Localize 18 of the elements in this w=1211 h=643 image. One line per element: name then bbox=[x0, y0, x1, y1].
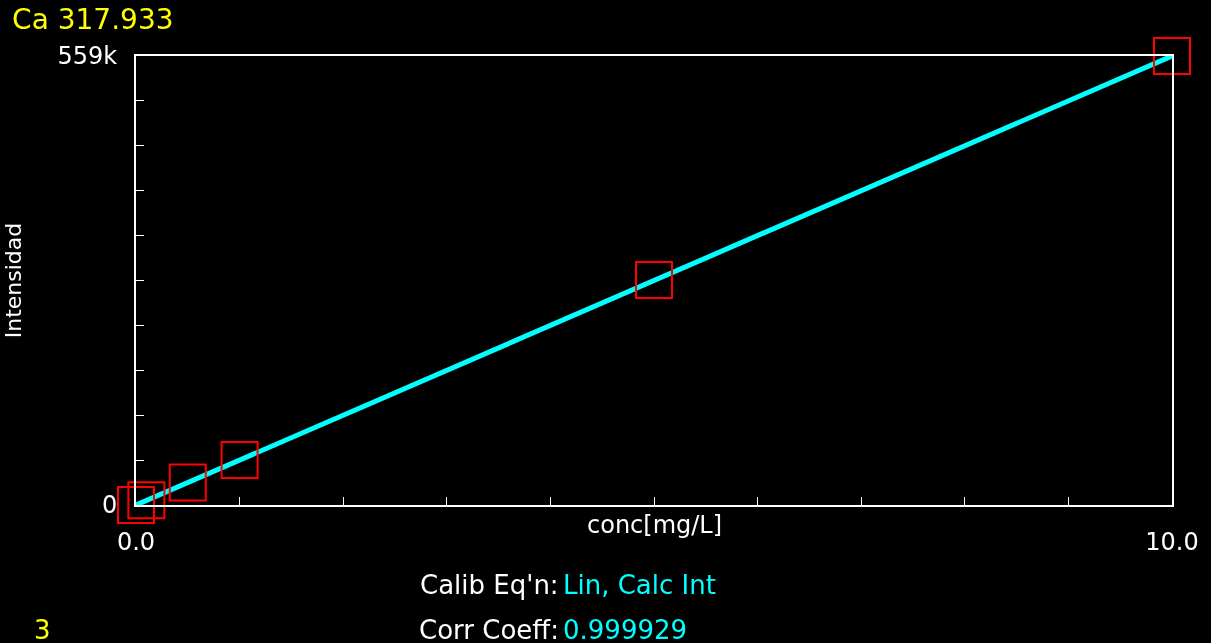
point bbox=[1153, 37, 1191, 75]
text: Lin, Calc Int bbox=[563, 570, 716, 600]
y-tick-label: 559k bbox=[57, 42, 118, 71]
text: 0.999929 bbox=[563, 615, 688, 643]
chart-title: Ca 317.933 bbox=[12, 3, 174, 37]
y-axis-title: Intensidad bbox=[0, 222, 26, 339]
point bbox=[635, 261, 673, 300]
x-axis-title: conc[mg/L] bbox=[587, 511, 723, 539]
point bbox=[220, 441, 259, 480]
text: Calib Eq'n: bbox=[420, 570, 559, 600]
point bbox=[127, 481, 166, 520]
y-tick-label: 0 bbox=[101, 491, 118, 520]
point bbox=[168, 463, 207, 502]
text: 3 bbox=[34, 615, 51, 643]
text: Corr Coeff: bbox=[419, 615, 559, 643]
x-tick-label: 10.0 bbox=[1145, 527, 1199, 556]
x-tick-label: 0.0 bbox=[116, 527, 156, 556]
point bbox=[117, 486, 155, 524]
